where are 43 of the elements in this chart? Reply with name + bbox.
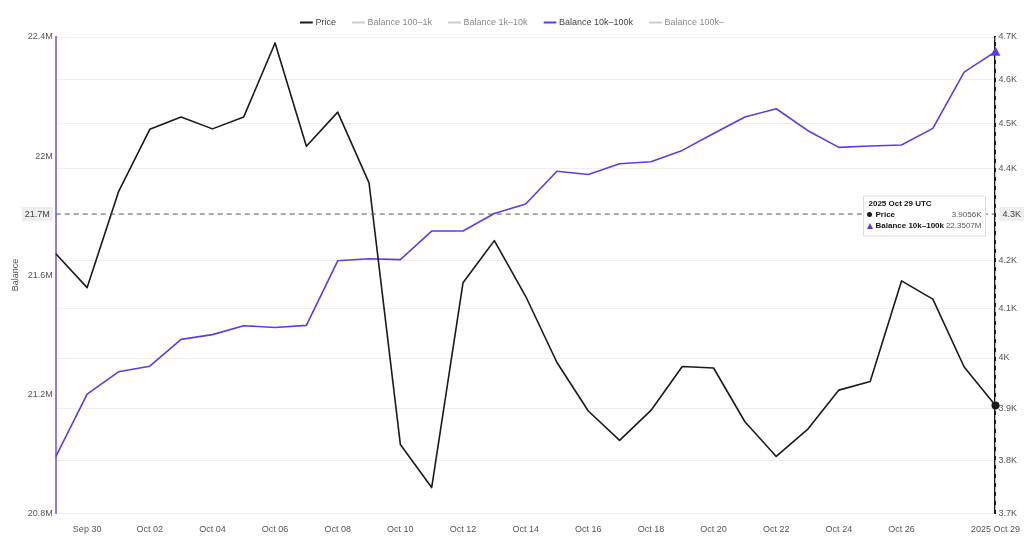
x-tick-label: Oct 18 — [637, 524, 665, 535]
legend-label: Balance 10k–100k — [559, 16, 634, 27]
x-tick-label: Oct 22 — [762, 524, 790, 535]
ref-line-label: 4.3K — [1002, 208, 1021, 219]
x-tick-label: Oct 04 — [199, 524, 226, 535]
x-tick-label: Oct 06 — [261, 524, 289, 535]
x-tick-label: Oct 08 — [324, 524, 351, 535]
y2-tick-label: 4.2K — [998, 255, 1017, 266]
y2-tick-label: 4K — [998, 352, 1010, 363]
annotation: 2025 Oct 29 UTC — [868, 199, 932, 209]
x-tick-label: Oct 26 — [888, 524, 915, 535]
x-tick-label: 2025 Oct 29 — [970, 524, 1021, 535]
x-tick-label: Oct 10 — [387, 524, 414, 535]
y-tick-label: 22.4M — [27, 31, 53, 42]
x-tick-label: Oct 24 — [825, 524, 853, 535]
annotation: 3.9056K — [951, 210, 983, 220]
y-tick-label: 20.8M — [27, 507, 53, 518]
y2-tick-label: 4.4K — [998, 162, 1017, 173]
y2-tick-label: 4.6K — [998, 74, 1017, 85]
annotation: 22.3507M — [945, 221, 982, 231]
x-tick-label: Oct 14 — [512, 524, 539, 535]
legend-label: Price — [315, 16, 336, 27]
y2-tick-label: 4.5K — [998, 118, 1017, 129]
y2-tick-label: 3.9K — [998, 402, 1017, 413]
legend-label: Balance 100–1k — [367, 16, 433, 27]
legend-label: Balance 1k–10k — [463, 16, 528, 27]
y-tick-label: 22M — [35, 150, 53, 161]
y2-tick-label: 3.7K — [998, 507, 1017, 518]
x-tick-label: Oct 20 — [700, 524, 727, 535]
x-tick-label: Oct 16 — [575, 524, 602, 535]
y2-tick-label: 4.1K — [998, 303, 1017, 314]
y-axis-title: Balance — [9, 258, 20, 292]
text: 21.7M — [24, 208, 50, 219]
y2-tick-label: 4.7K — [998, 31, 1017, 42]
annotation: Price — [875, 210, 896, 220]
x-tick-label: Sep 30 — [72, 524, 102, 535]
x-tick-label: Oct 02 — [136, 524, 164, 535]
legend-label: Balance 100k– — [664, 16, 725, 27]
y-tick-label: 21.2M — [27, 388, 53, 399]
y-tick-label: 21.6M — [27, 269, 53, 280]
x-tick-label: Oct 12 — [449, 524, 477, 535]
annotation: Balance 10k–100k — [875, 221, 945, 231]
y2-tick-label: 3.8K — [998, 454, 1017, 465]
